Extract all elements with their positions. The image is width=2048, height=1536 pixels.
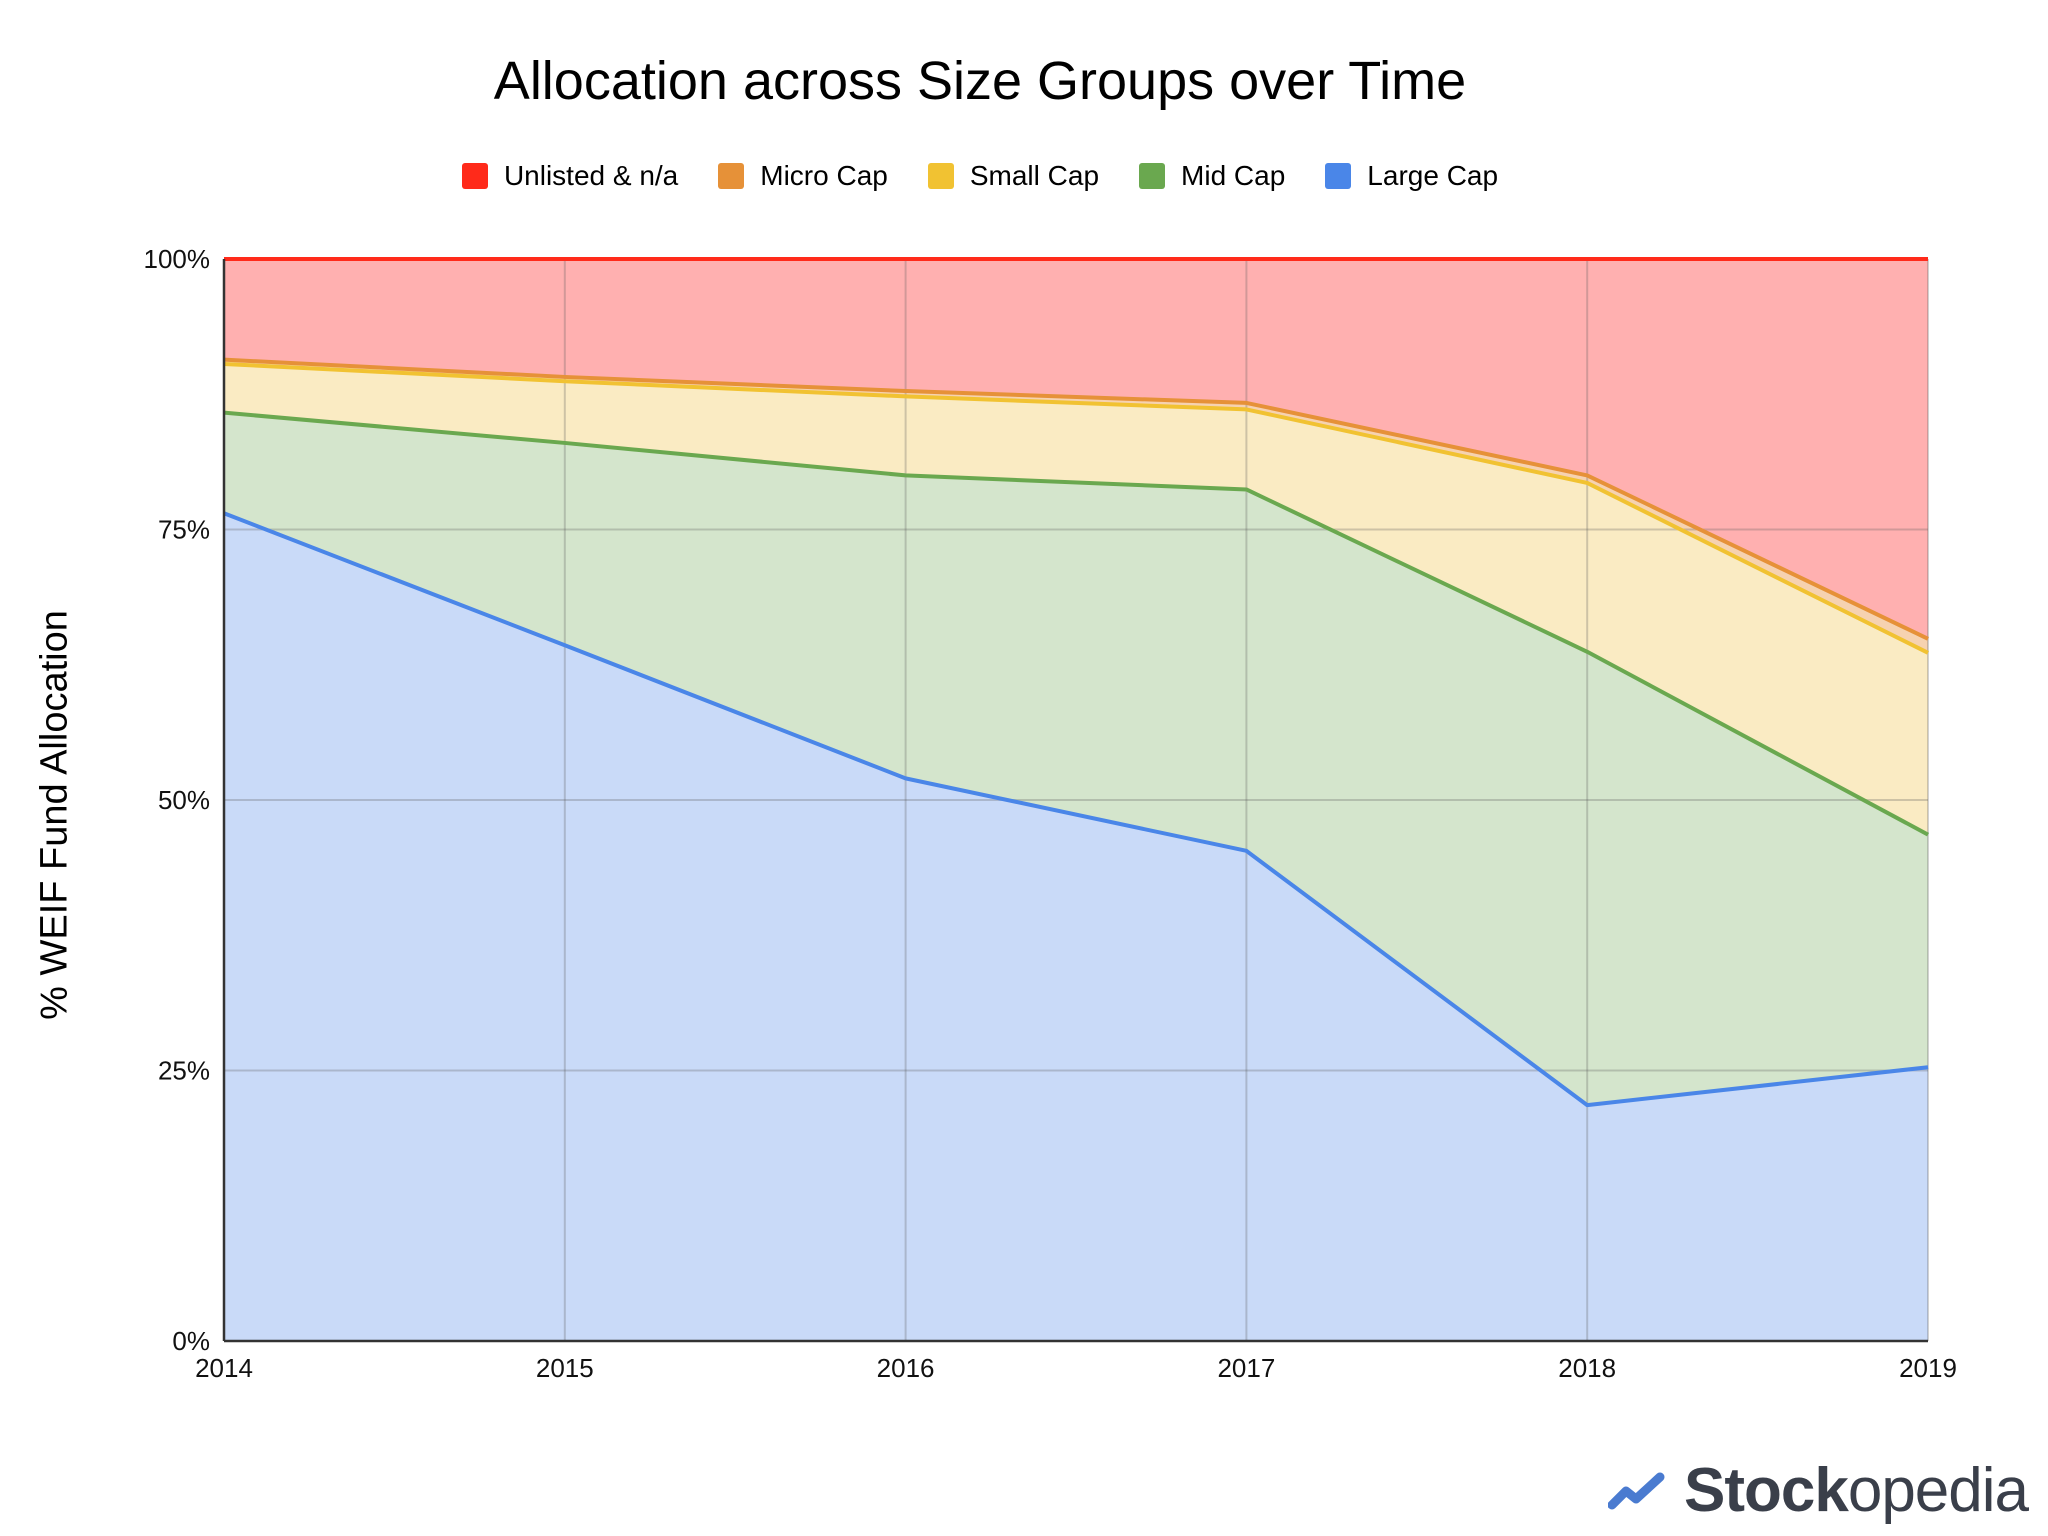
- legend-swatch: [718, 163, 745, 189]
- legend-label: Small Cap: [969, 160, 1100, 191]
- area-unlisted-n-a: [224, 259, 1928, 639]
- x-tick-label: 2015: [536, 1353, 594, 1383]
- legend-label: Mid Cap: [1181, 160, 1286, 191]
- y-tick-label: 75%: [158, 515, 210, 545]
- legend-swatch: [1325, 163, 1352, 189]
- y-tick-label: 50%: [158, 785, 210, 815]
- legend-label: Micro Cap: [760, 160, 888, 191]
- logo-text: Stockopedia: [1684, 1456, 2029, 1525]
- legend-swatch: [461, 163, 488, 189]
- x-tick-label: 2019: [1899, 1353, 1957, 1383]
- series-line-large-cap: [223, 511, 1929, 1108]
- legend-label: Unlisted & n/a: [503, 160, 679, 191]
- x-tick-label: 2017: [1217, 1353, 1275, 1383]
- legend-item: Micro Cap: [718, 160, 888, 192]
- legend-item: Large Cap: [1325, 160, 1498, 192]
- x-tick-label: 2018: [1558, 1353, 1616, 1383]
- legend-label: Large Cap: [1367, 160, 1499, 191]
- y-tick-label: 100%: [144, 244, 211, 274]
- area-small-cap: [224, 363, 1928, 835]
- x-tick-label: 2016: [877, 1353, 935, 1383]
- chart-legend: Unlisted & n/a Micro Cap Small Cap Mid Cap L…: [0, 160, 1960, 192]
- series-line-mid-cap: [223, 410, 1929, 837]
- area-large-cap: [224, 513, 1928, 1341]
- legend-item: Small Cap: [927, 160, 1100, 192]
- stockopedia-logo: Stockopedia: [1608, 1455, 2029, 1526]
- y-tick-label: 0%: [172, 1326, 210, 1356]
- trend-check-icon: [1608, 1472, 1665, 1509]
- series-line-micro-cap: [223, 357, 1929, 641]
- legend-swatch: [927, 163, 954, 189]
- x-tick-label: 2014: [195, 1353, 253, 1383]
- legend-item: Unlisted & n/a: [461, 160, 679, 192]
- legend-swatch: [1139, 163, 1166, 189]
- series-line-small-cap: [223, 361, 1929, 655]
- chart-title: Allocation across Size Groups over Time: [493, 51, 1467, 111]
- legend-item: Mid Cap: [1139, 160, 1285, 192]
- y-tick-label: 25%: [158, 1056, 210, 1086]
- area-mid-cap: [224, 412, 1928, 1106]
